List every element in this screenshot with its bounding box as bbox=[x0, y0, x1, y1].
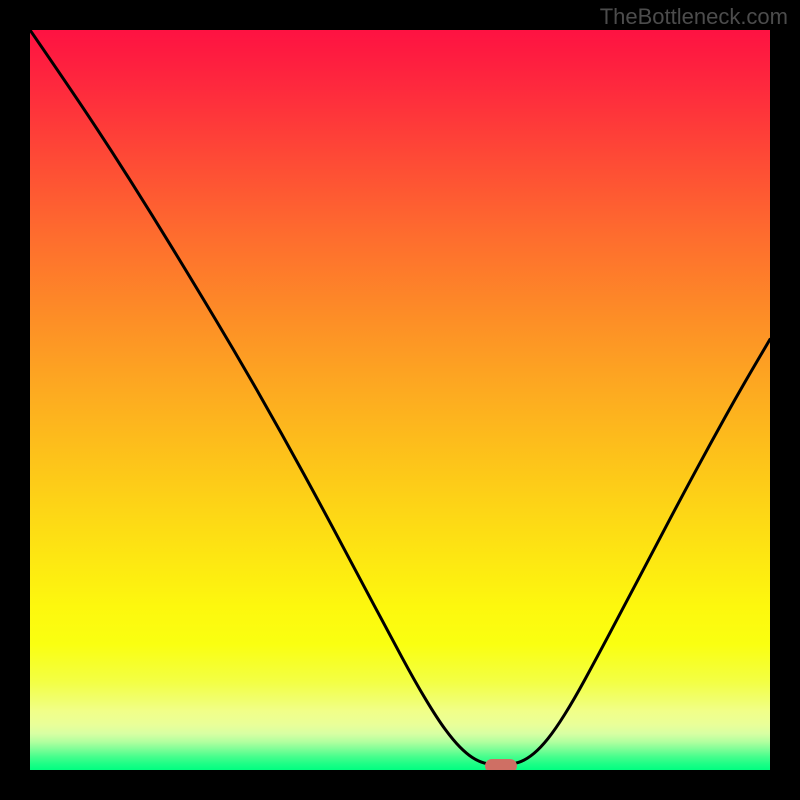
minimum-marker bbox=[485, 759, 517, 770]
watermark-text: TheBottleneck.com bbox=[600, 4, 788, 30]
curve-line bbox=[30, 30, 770, 770]
figure-frame: TheBottleneck.com bbox=[0, 0, 800, 800]
plot-area bbox=[30, 30, 770, 770]
